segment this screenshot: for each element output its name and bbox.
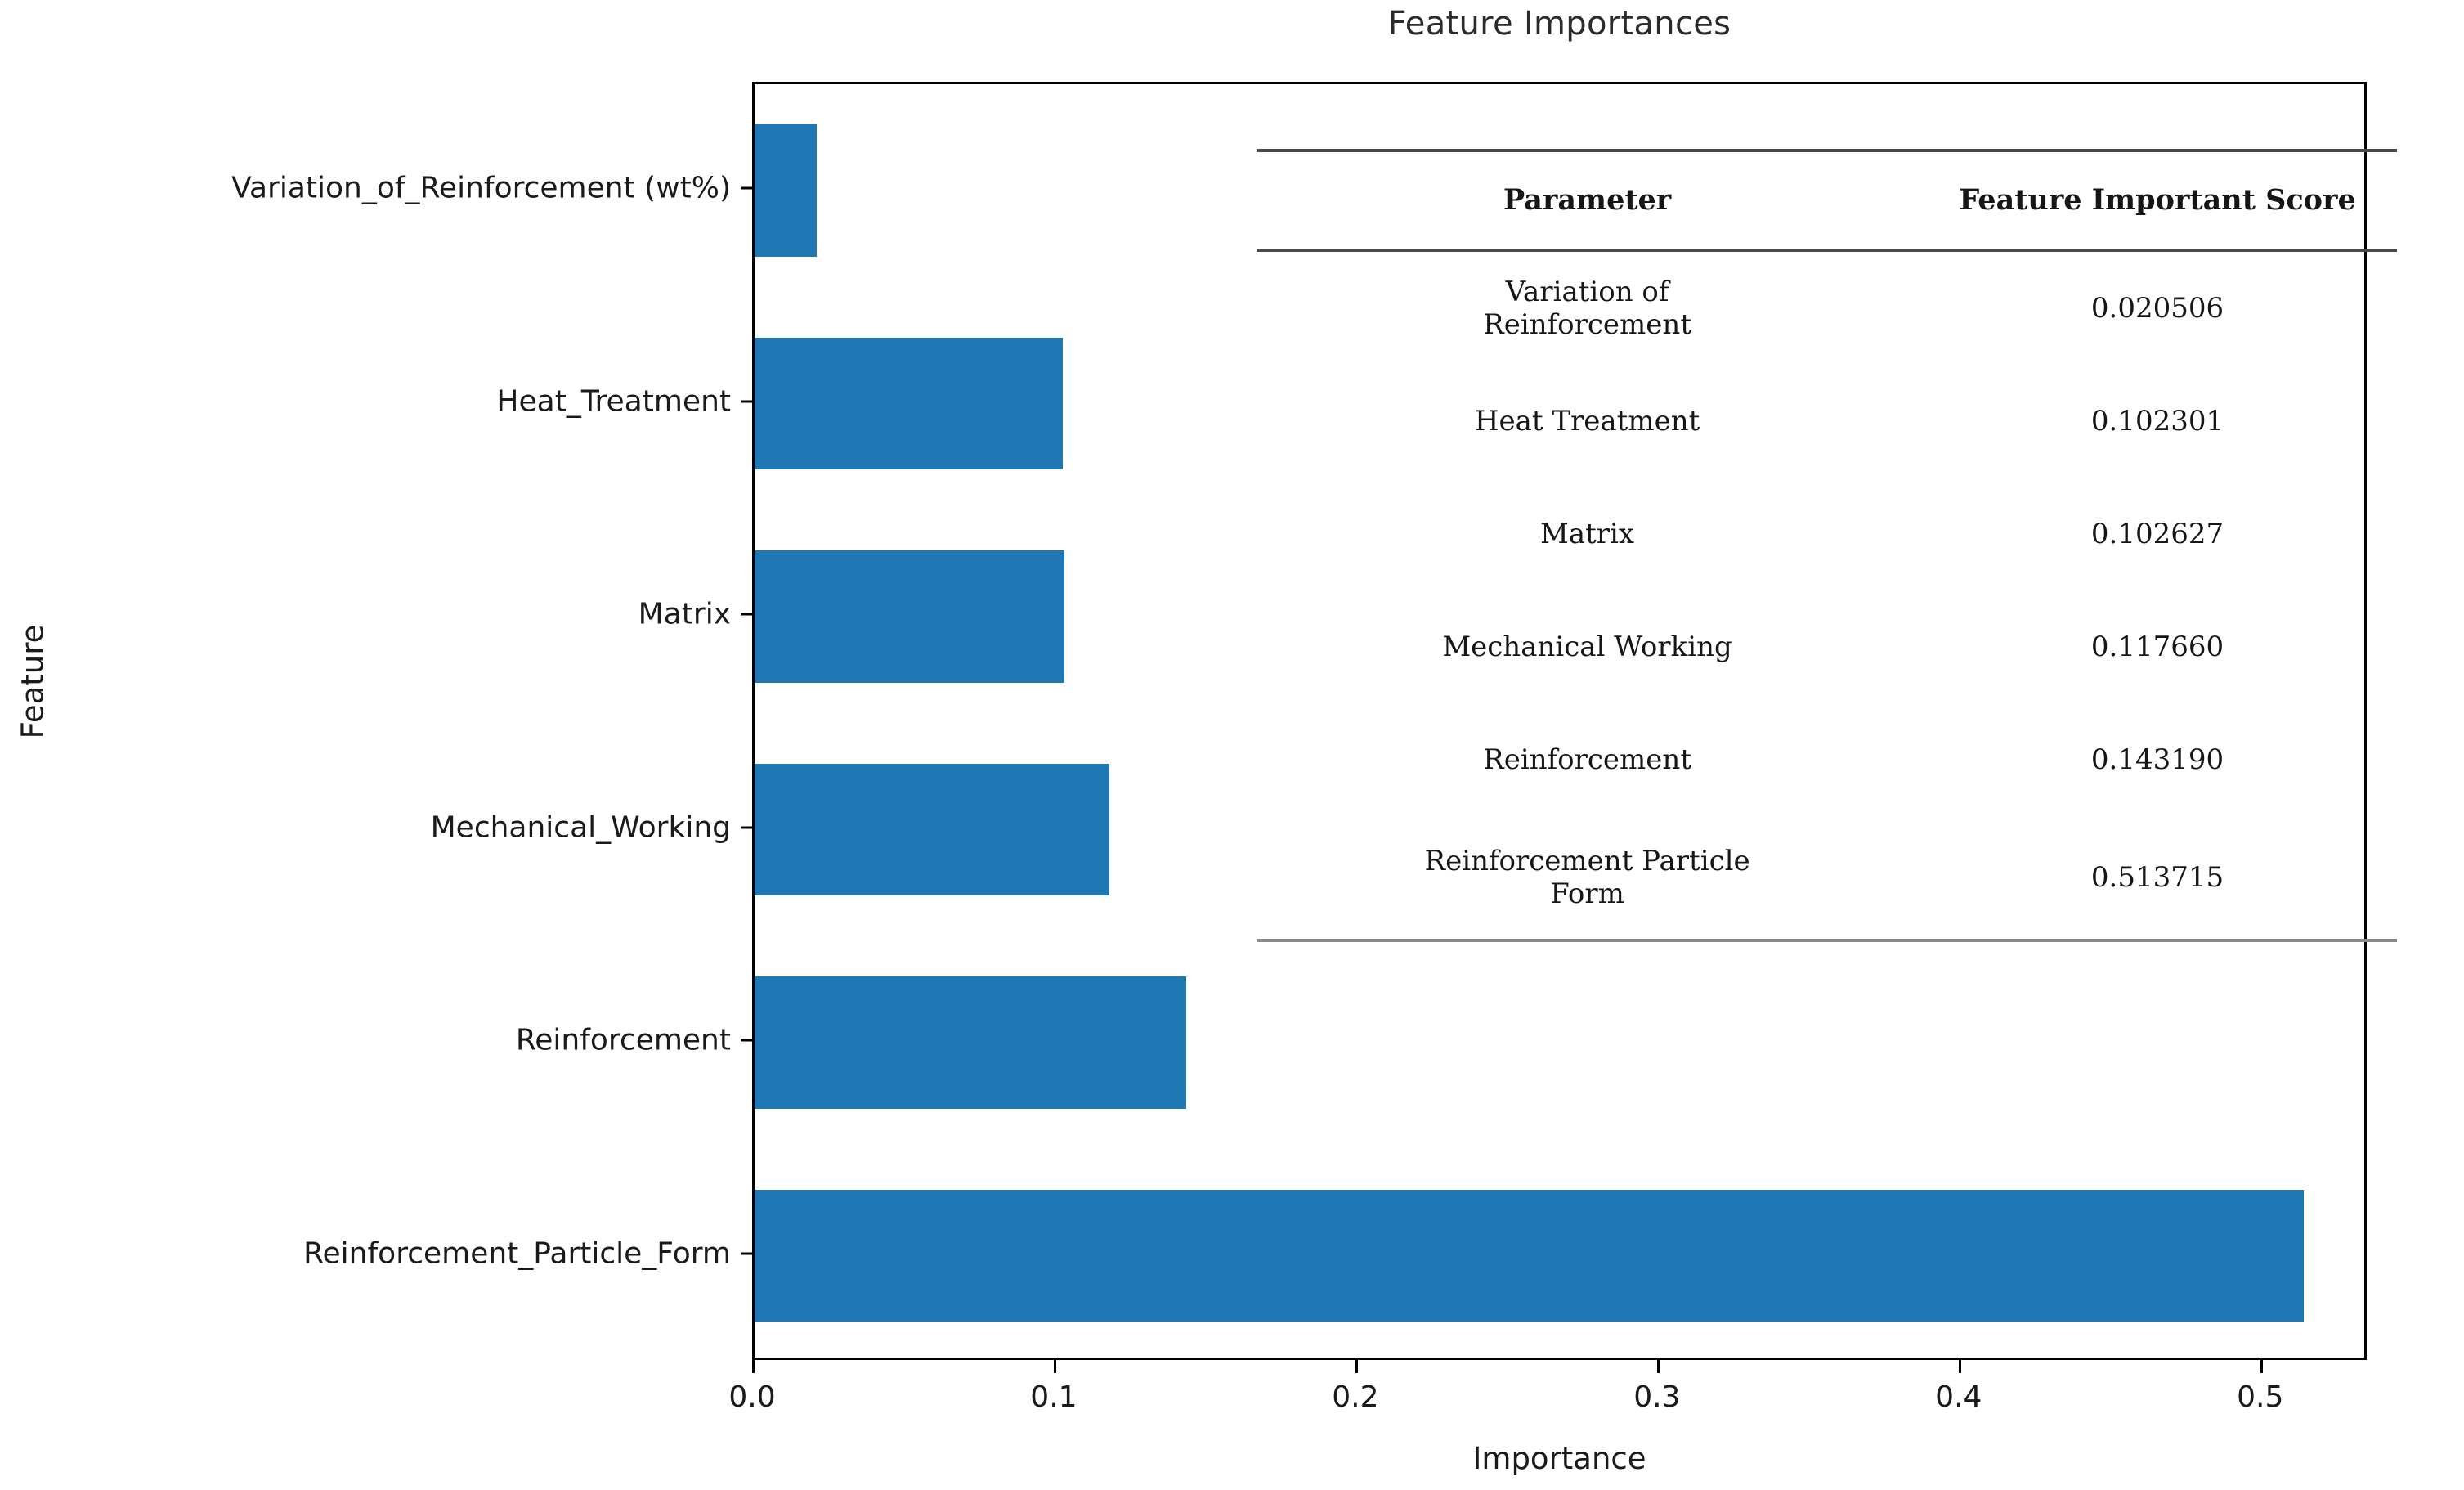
y-axis-title: Feature xyxy=(15,624,51,739)
bar xyxy=(755,1189,2305,1322)
cell-parameter: Reinforcement xyxy=(1257,703,1918,816)
cell-score: 0.102627 xyxy=(2090,517,2224,550)
x-axis-title: Importance xyxy=(1472,1441,1646,1476)
x-axis-tick-label: 0.5 xyxy=(2237,1380,2284,1414)
cell-parameter-line2: Form xyxy=(1550,877,1624,910)
feature-importance-table: Parameter Feature Important Score Variat… xyxy=(1257,149,2397,942)
cell-parameter: Heat Treatment xyxy=(1257,365,1918,478)
bar xyxy=(755,763,1110,896)
table-row: Mechanical Working 0.117660 xyxy=(1257,590,2397,703)
y-axis-tick-label: Matrix xyxy=(638,597,731,631)
y-axis-tick-mark xyxy=(741,1252,752,1255)
cell-parameter: Variation of Reinforcement xyxy=(1257,250,1918,365)
y-axis-tick-mark xyxy=(741,186,752,190)
x-axis-tick-label: 0.4 xyxy=(1935,1380,1982,1414)
cell-parameter-line1: Reinforcement Particle xyxy=(1424,844,1750,877)
table-row: Matrix 0.102627 xyxy=(1257,478,2397,590)
column-header-parameter: Parameter xyxy=(1257,149,1919,252)
x-axis-tick-label: 0.3 xyxy=(1633,1380,1681,1414)
table-row: Reinforcement Particle Form 0.513715 xyxy=(1257,816,2397,942)
x-axis-tick-mark xyxy=(752,1360,755,1373)
x-axis-tick-label: 0.0 xyxy=(728,1380,776,1414)
y-axis-tick-mark xyxy=(741,613,752,616)
table: Parameter Feature Important Score Variat… xyxy=(1257,149,2397,942)
cell-score: 0.117660 xyxy=(2090,630,2224,663)
y-axis-tick-mark xyxy=(741,1039,752,1042)
y-axis-tick-label: Heat_Treatment xyxy=(496,384,731,419)
cell-parameter: Reinforcement Particle Form xyxy=(1257,816,1919,942)
table-header: Parameter Feature Important Score xyxy=(1257,149,2397,252)
cell-parameter-line1: Matrix xyxy=(1540,517,1635,550)
table-row: Reinforcement 0.143190 xyxy=(1257,703,2397,816)
x-axis-tick-label: 0.1 xyxy=(1030,1380,1077,1414)
cell-score: 0.102301 xyxy=(2090,404,2224,438)
x-axis-tick-mark xyxy=(1355,1360,1358,1373)
cell-parameter-line1: Reinforcement xyxy=(1483,743,1691,776)
x-axis-tick-mark xyxy=(2260,1360,2263,1373)
cell-score: 0.513715 xyxy=(1918,816,2397,942)
table-row: Variation of Reinforcement 0.020506 xyxy=(1257,250,2397,365)
column-header-score: Feature Important Score xyxy=(1918,149,2397,252)
bar xyxy=(755,976,1187,1109)
cell-parameter-line1: Variation of xyxy=(1505,275,1669,308)
cell-score: 0.143190 xyxy=(2090,743,2224,776)
y-axis-tick-label: Mechanical_Working xyxy=(430,810,731,845)
cell-parameter-line2: Reinforcement xyxy=(1483,308,1691,341)
table-header-row: Parameter Feature Important Score xyxy=(1257,149,2397,252)
y-axis-tick-mark xyxy=(741,826,752,829)
table-body: Variation of Reinforcement 0.020506 Heat Tr… xyxy=(1257,250,2397,942)
y-axis-tick-label: Reinforcement xyxy=(515,1023,731,1057)
y-axis-tick-mark xyxy=(741,400,752,403)
cell-parameter: Mechanical Working xyxy=(1257,590,1918,703)
cell-score: 0.020506 xyxy=(2090,291,2224,325)
bars-layer xyxy=(755,84,2364,1358)
x-axis-tick-mark xyxy=(1958,1360,1961,1373)
cell-parameter: Matrix xyxy=(1257,478,1918,590)
cell-parameter-line1: Heat Treatment xyxy=(1474,404,1700,438)
table-row: Heat Treatment 0.102301 xyxy=(1257,365,2397,478)
cell-parameter-line1: Mechanical Working xyxy=(1442,630,1732,663)
bar xyxy=(755,550,1064,683)
plot-area xyxy=(752,82,2367,1360)
y-axis-tick-labels: Variation_of_Reinforcement (wt%) Heat_Tre… xyxy=(0,82,736,1360)
x-axis-tick-label: 0.2 xyxy=(1332,1380,1379,1414)
x-axis-tick-mark xyxy=(1656,1360,1660,1373)
y-axis-tick-label: Reinforcement_Particle_Form xyxy=(303,1236,731,1271)
x-axis-tick-mark xyxy=(1053,1360,1056,1373)
bar xyxy=(755,337,1064,470)
bar xyxy=(755,124,817,257)
page-title: Feature Importances xyxy=(1387,5,1732,43)
y-axis-tick-label: Variation_of_Reinforcement (wt%) xyxy=(231,171,731,205)
